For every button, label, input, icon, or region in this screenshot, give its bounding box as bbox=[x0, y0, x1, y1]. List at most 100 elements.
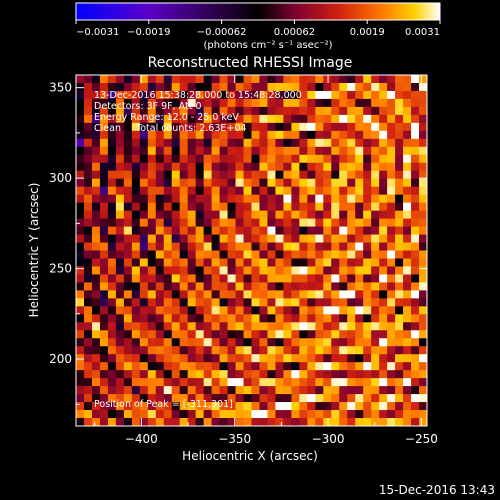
heatmap-cell bbox=[76, 202, 85, 212]
heatmap-cell bbox=[331, 114, 340, 124]
heatmap-cell bbox=[123, 82, 133, 92]
heatmap-cell bbox=[91, 298, 101, 307]
heatmap-cell bbox=[387, 210, 396, 220]
heatmap-cell bbox=[171, 338, 181, 347]
heatmap-cell bbox=[315, 138, 324, 148]
heatmap-cell bbox=[355, 82, 364, 92]
heatmap-cell bbox=[403, 386, 412, 395]
heatmap-cell bbox=[267, 330, 277, 339]
heatmap-cell bbox=[323, 218, 332, 228]
heatmap-cell bbox=[411, 378, 420, 387]
heatmap-cell bbox=[155, 418, 165, 426]
heatmap-cell bbox=[179, 226, 189, 236]
x-axis: −400 −350 −300 −250 bbox=[94, 75, 438, 446]
heatmap-cell bbox=[139, 322, 149, 331]
heatmap-cell bbox=[171, 154, 181, 164]
heatmap-cell bbox=[419, 186, 427, 196]
heatmap-cell bbox=[219, 170, 229, 180]
heatmap-cell bbox=[123, 418, 133, 426]
heatmap-cell bbox=[211, 218, 221, 228]
heatmap-cell bbox=[315, 75, 324, 84]
heatmap-cell bbox=[163, 130, 173, 140]
heatmap-cell bbox=[123, 202, 133, 212]
peak-position-label: Position of Peak = [-311,301] bbox=[94, 399, 233, 410]
heatmap-cell bbox=[347, 266, 356, 276]
heatmap-cell bbox=[251, 98, 261, 108]
heatmap-cell bbox=[155, 282, 165, 291]
heatmap-cell bbox=[171, 242, 181, 252]
heatmap-cell bbox=[211, 386, 221, 395]
heatmap-cell bbox=[355, 98, 364, 108]
heatmap-cell bbox=[339, 178, 348, 188]
heatmap-cell bbox=[155, 298, 165, 307]
heatmap-cell bbox=[387, 362, 396, 371]
heatmap-cell bbox=[115, 266, 125, 276]
heatmap-cell bbox=[291, 274, 300, 284]
heatmap-cell bbox=[227, 394, 237, 403]
heatmap-cell bbox=[323, 354, 332, 363]
heatmap-cell bbox=[267, 186, 277, 196]
heatmap-cell bbox=[163, 362, 173, 371]
heatmap-cell bbox=[163, 314, 173, 323]
heatmap-cell bbox=[187, 178, 197, 188]
heatmap-cell bbox=[187, 98, 197, 108]
heatmap-cell bbox=[139, 386, 149, 395]
heatmap-cell bbox=[419, 338, 427, 347]
heatmap-cell bbox=[339, 210, 348, 220]
heatmap-cell bbox=[107, 274, 117, 284]
heatmap-cell bbox=[251, 186, 261, 196]
heatmap-cell bbox=[219, 386, 229, 395]
heatmap-cell bbox=[99, 418, 109, 426]
heatmap-cell bbox=[291, 186, 300, 196]
heatmap-cell bbox=[387, 98, 396, 108]
heatmap-cell bbox=[131, 394, 141, 403]
heatmap-cell bbox=[339, 90, 348, 100]
heatmap-cell bbox=[91, 210, 101, 220]
heatmap-cell bbox=[235, 138, 245, 148]
heatmap-cell bbox=[323, 202, 332, 212]
heatmap-cell bbox=[355, 250, 364, 260]
heatmap-cell bbox=[307, 138, 316, 148]
heatmap-cell bbox=[419, 210, 427, 220]
heatmap-cell bbox=[83, 242, 93, 252]
heatmap-cell bbox=[91, 378, 101, 387]
heatmap-cell bbox=[283, 330, 292, 339]
heatmap-cell bbox=[307, 98, 316, 108]
heatmap-cell bbox=[179, 82, 189, 92]
heatmap-cell bbox=[195, 370, 205, 379]
heatmap-cell bbox=[363, 210, 372, 220]
heatmap-cell bbox=[235, 394, 245, 403]
heatmap-cell bbox=[379, 410, 388, 419]
heatmap-cell bbox=[403, 226, 412, 236]
heatmap-cell bbox=[123, 186, 133, 196]
heatmap-cell bbox=[379, 378, 388, 387]
heatmap-cell bbox=[307, 354, 316, 363]
heatmap-cell bbox=[91, 346, 101, 355]
heatmap-cell bbox=[259, 386, 269, 395]
heatmap-cell bbox=[195, 354, 205, 363]
heatmap-cell bbox=[419, 402, 427, 411]
annotation-energy-range: Energy Range: 12.0 - 25.0 keV bbox=[94, 112, 239, 123]
heatmap-cell bbox=[299, 282, 308, 291]
heatmap-cell bbox=[275, 170, 285, 180]
heatmap-cell bbox=[147, 322, 157, 331]
heatmap-cell bbox=[83, 226, 93, 236]
heatmap-cell bbox=[251, 250, 261, 260]
heatmap-cell bbox=[403, 154, 412, 164]
heatmap-cell bbox=[387, 226, 396, 236]
heatmap-cell bbox=[203, 162, 213, 172]
heatmap-cell bbox=[267, 314, 277, 323]
heatmap-cell bbox=[331, 82, 340, 92]
heatmap-cell bbox=[147, 386, 157, 395]
heatmap-cell bbox=[411, 114, 420, 124]
heatmap-cell bbox=[291, 290, 300, 299]
heatmap-cell bbox=[251, 226, 261, 236]
heatmap-cell bbox=[411, 418, 420, 426]
heatmap-cell bbox=[243, 114, 253, 124]
heatmap-cell bbox=[275, 362, 285, 371]
heatmap-cell bbox=[227, 178, 237, 188]
heatmap-cell bbox=[115, 162, 125, 172]
heatmap-cell bbox=[339, 402, 348, 411]
heatmap-cell bbox=[83, 354, 93, 363]
heatmap-cell bbox=[99, 306, 109, 315]
